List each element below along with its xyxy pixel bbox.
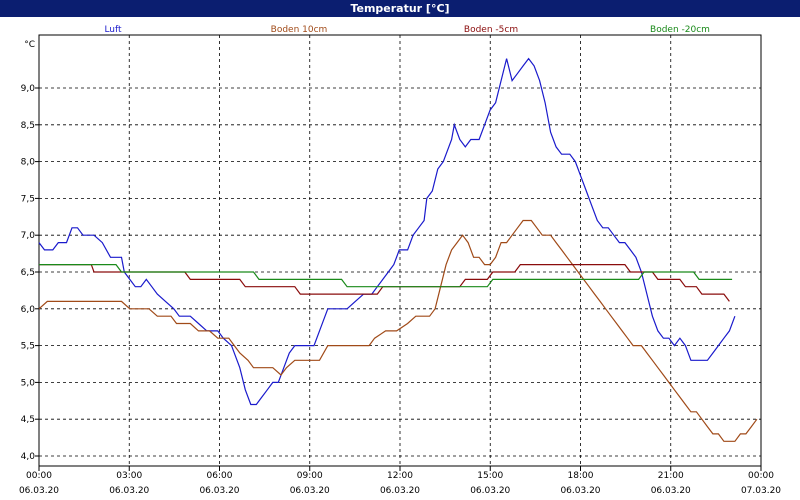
x-tick-time: 00:00 xyxy=(26,471,52,481)
x-tick-date: 06.03.20 xyxy=(109,486,149,496)
series-line-1 xyxy=(38,219,758,442)
legend: Luft Boden 10cm Boden -5cm Boden -20cm xyxy=(104,25,710,35)
x-tick-date: 06.03.20 xyxy=(290,486,330,496)
x-tick-time: 09:00 xyxy=(297,471,323,481)
legend-entry: Boden 10cm xyxy=(271,25,328,35)
y-tick-label: 4,0 xyxy=(21,452,36,462)
y-tick-label: 5,0 xyxy=(21,378,36,388)
x-tick-date: 06.03.20 xyxy=(470,486,510,496)
x-tick-date: 06.03.20 xyxy=(199,486,239,496)
series-line-0 xyxy=(38,57,736,406)
x-tick-time: 03:00 xyxy=(116,471,142,481)
chart-title: Temperatur [°C] xyxy=(0,0,800,17)
y-tick-label: 9,0 xyxy=(21,84,36,94)
x-tick-time: 12:00 xyxy=(387,471,413,481)
x-tick-date: 06.03.20 xyxy=(19,486,59,496)
x-tick-time: 21:00 xyxy=(658,471,684,481)
series-line-2 xyxy=(39,264,730,302)
x-tick-date: 07.03.20 xyxy=(741,486,781,496)
axes: 4,0 4,5 5,0 5,5 6,0 6,5 7,0 7,5 8,0 8,5 9,0 °C 00:00… xyxy=(19,40,781,496)
y-tick-label: 7,5 xyxy=(21,194,35,204)
legend-entry: Boden -20cm xyxy=(650,25,710,35)
legend-entry: Luft xyxy=(104,25,122,35)
series-line-3 xyxy=(39,264,733,288)
x-tick-time: 18:00 xyxy=(568,471,594,481)
y-tick-label: 5,5 xyxy=(21,342,35,352)
series-group xyxy=(38,57,758,442)
y-tick-label: 6,0 xyxy=(21,305,36,315)
y-tick-label: 4,5 xyxy=(21,415,35,425)
x-tick-time: 00:00 xyxy=(748,471,774,481)
x-tick-date: 06.03.20 xyxy=(560,486,600,496)
legend-entry: Boden -5cm xyxy=(464,25,518,35)
y-tick-label: 6,5 xyxy=(21,268,35,278)
temperature-chart: 4,0 4,5 5,0 5,5 6,0 6,5 7,0 7,5 8,0 8,5 9,0 °C 00:00… xyxy=(19,25,781,496)
x-tick-time: 15:00 xyxy=(477,471,503,481)
x-tick-date: 06.03.20 xyxy=(380,486,420,496)
y-axis-unit: °C xyxy=(24,40,35,50)
y-tick-label: 8,0 xyxy=(21,158,36,168)
y-tick-label: 8,5 xyxy=(21,121,35,131)
x-tick-date: 06.03.20 xyxy=(651,486,691,496)
x-tick-time: 06:00 xyxy=(207,471,233,481)
y-tick-label: 7,0 xyxy=(21,231,36,241)
